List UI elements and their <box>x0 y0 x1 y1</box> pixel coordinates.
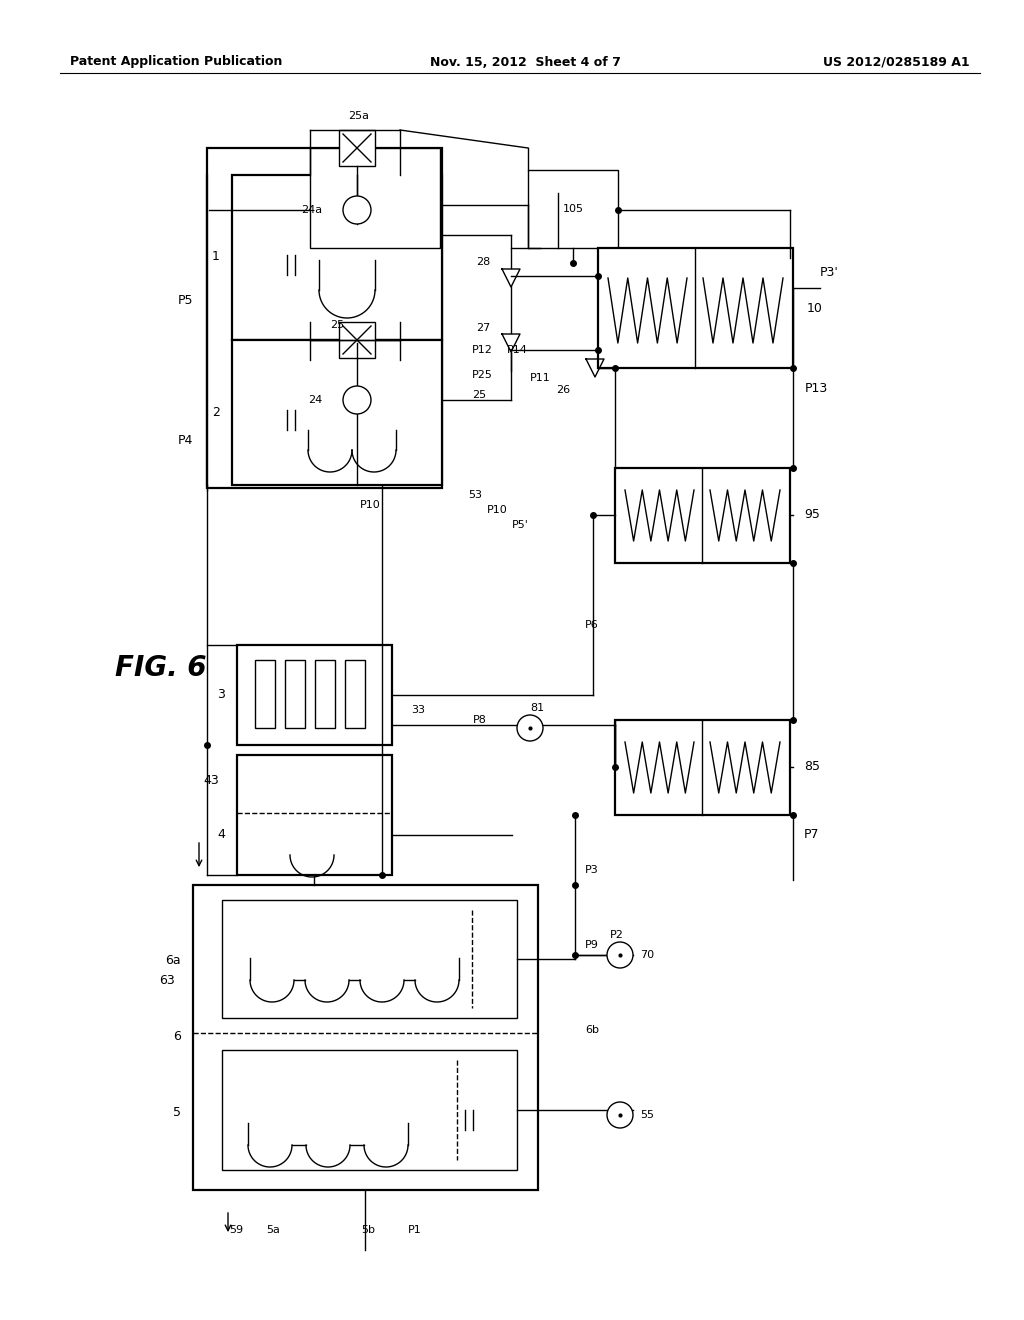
Circle shape <box>343 195 371 224</box>
Text: 53: 53 <box>468 490 482 500</box>
Text: P14: P14 <box>507 345 528 355</box>
Text: 3: 3 <box>217 689 225 701</box>
Text: 4: 4 <box>217 829 225 842</box>
Text: P1: P1 <box>409 1225 422 1236</box>
Text: 6b: 6b <box>585 1026 599 1035</box>
Bar <box>237 755 392 875</box>
Text: 85: 85 <box>804 760 820 774</box>
Circle shape <box>607 942 633 968</box>
Bar <box>255 660 275 729</box>
Text: 27: 27 <box>476 323 490 333</box>
Text: FIG. 6: FIG. 6 <box>115 653 207 682</box>
Bar <box>285 660 305 729</box>
Bar <box>339 322 375 358</box>
Text: P10: P10 <box>486 506 507 515</box>
Text: P2: P2 <box>610 931 624 940</box>
Text: 24: 24 <box>308 395 322 405</box>
Text: 25a: 25a <box>348 111 370 121</box>
Circle shape <box>607 1102 633 1129</box>
Bar <box>315 660 335 729</box>
Text: P3: P3 <box>585 865 599 875</box>
Text: 95: 95 <box>804 508 820 521</box>
Text: 10: 10 <box>807 301 823 314</box>
Bar <box>237 645 392 744</box>
Circle shape <box>517 715 543 741</box>
Bar <box>345 660 365 729</box>
Text: 81: 81 <box>530 704 544 713</box>
Text: Patent Application Publication: Patent Application Publication <box>70 55 283 69</box>
Text: P3': P3' <box>820 267 839 280</box>
Text: P12: P12 <box>472 345 493 355</box>
Text: 6a: 6a <box>165 954 181 968</box>
Text: P4: P4 <box>177 433 193 446</box>
Text: P11: P11 <box>530 374 551 383</box>
Text: 59: 59 <box>229 1225 243 1236</box>
Text: 25: 25 <box>330 319 344 330</box>
Text: 43: 43 <box>203 774 219 787</box>
Text: Nov. 15, 2012  Sheet 4 of 7: Nov. 15, 2012 Sheet 4 of 7 <box>430 55 621 69</box>
Bar <box>339 129 375 166</box>
Text: 63: 63 <box>160 974 175 987</box>
Text: 1: 1 <box>212 251 220 264</box>
Bar <box>193 884 538 1191</box>
Bar <box>615 719 790 814</box>
Text: P13: P13 <box>805 381 828 395</box>
Text: 33: 33 <box>411 705 425 715</box>
Text: P9: P9 <box>585 940 599 950</box>
Text: P8: P8 <box>473 715 487 725</box>
Text: 5a: 5a <box>266 1225 280 1236</box>
Bar <box>222 900 517 1018</box>
Text: 25: 25 <box>472 389 486 400</box>
Text: 5: 5 <box>173 1106 181 1119</box>
Bar <box>232 176 442 341</box>
Text: P6: P6 <box>585 620 599 630</box>
Text: P5: P5 <box>177 293 193 306</box>
Bar <box>615 469 790 564</box>
Bar <box>232 341 442 484</box>
Text: P25: P25 <box>472 370 493 380</box>
Text: 28: 28 <box>476 257 490 267</box>
Text: 2: 2 <box>212 405 220 418</box>
Bar <box>207 148 442 488</box>
Text: 105: 105 <box>562 205 584 214</box>
Bar <box>222 1049 517 1170</box>
Bar <box>528 170 618 248</box>
Text: 5b: 5b <box>361 1225 375 1236</box>
Text: 70: 70 <box>640 950 654 960</box>
Circle shape <box>343 385 371 414</box>
Text: 26: 26 <box>556 385 570 395</box>
Text: 55: 55 <box>640 1110 654 1119</box>
Text: 24a: 24a <box>301 205 322 215</box>
Text: P5': P5' <box>512 520 528 531</box>
Bar <box>598 248 793 368</box>
Text: P10: P10 <box>359 500 380 510</box>
Text: 6: 6 <box>173 1031 181 1044</box>
Text: P7: P7 <box>804 829 819 842</box>
Text: US 2012/0285189 A1: US 2012/0285189 A1 <box>823 55 970 69</box>
Bar <box>310 148 440 248</box>
